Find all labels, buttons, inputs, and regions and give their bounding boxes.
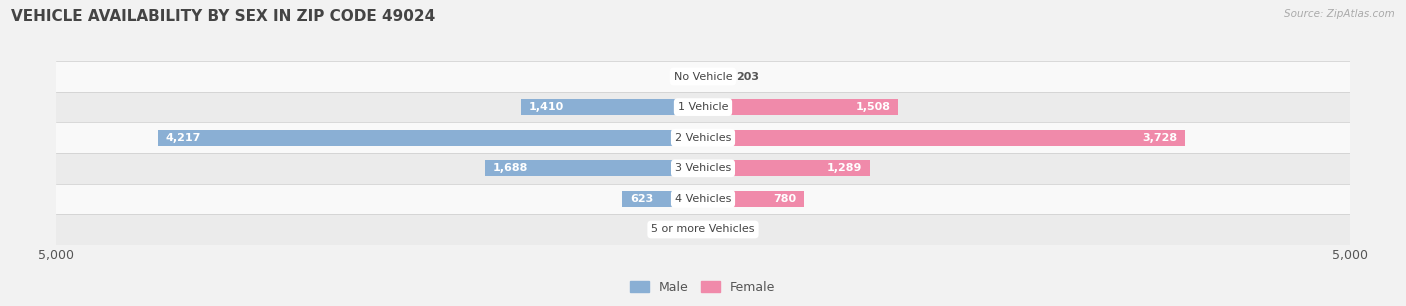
Text: 1,688: 1,688 bbox=[492, 163, 527, 173]
Bar bbox=[485, 160, 703, 176]
Text: 146: 146 bbox=[728, 225, 752, 234]
Bar bbox=[520, 99, 703, 115]
Bar bbox=[56, 61, 1350, 92]
Bar bbox=[56, 92, 1350, 122]
Bar bbox=[157, 130, 703, 146]
Bar bbox=[697, 69, 703, 84]
Text: 4 Vehicles: 4 Vehicles bbox=[675, 194, 731, 204]
Bar bbox=[703, 99, 898, 115]
Text: 1,289: 1,289 bbox=[827, 163, 862, 173]
Bar bbox=[703, 130, 1185, 146]
Bar bbox=[56, 122, 1350, 153]
Text: 1 Vehicle: 1 Vehicle bbox=[678, 102, 728, 112]
Text: 3 Vehicles: 3 Vehicles bbox=[675, 163, 731, 173]
Text: 39: 39 bbox=[676, 72, 692, 81]
Text: 2 Vehicles: 2 Vehicles bbox=[675, 133, 731, 143]
Bar bbox=[703, 222, 721, 237]
Bar bbox=[703, 160, 870, 176]
Text: 161: 161 bbox=[652, 225, 676, 234]
Bar bbox=[703, 191, 804, 207]
Text: 1,508: 1,508 bbox=[855, 102, 890, 112]
Text: Source: ZipAtlas.com: Source: ZipAtlas.com bbox=[1284, 9, 1395, 19]
Bar bbox=[56, 214, 1350, 245]
Text: 3,728: 3,728 bbox=[1142, 133, 1177, 143]
Text: 1,410: 1,410 bbox=[529, 102, 564, 112]
Text: 780: 780 bbox=[773, 194, 796, 204]
Text: 203: 203 bbox=[735, 72, 759, 81]
Text: 5 or more Vehicles: 5 or more Vehicles bbox=[651, 225, 755, 234]
Bar bbox=[56, 184, 1350, 214]
Text: VEHICLE AVAILABILITY BY SEX IN ZIP CODE 49024: VEHICLE AVAILABILITY BY SEX IN ZIP CODE … bbox=[11, 9, 436, 24]
Bar bbox=[703, 69, 730, 84]
Bar bbox=[56, 153, 1350, 184]
Bar bbox=[623, 191, 703, 207]
Text: 623: 623 bbox=[630, 194, 654, 204]
Legend: Male, Female: Male, Female bbox=[630, 281, 776, 294]
Bar bbox=[682, 222, 703, 237]
Text: No Vehicle: No Vehicle bbox=[673, 72, 733, 81]
Text: 4,217: 4,217 bbox=[166, 133, 201, 143]
